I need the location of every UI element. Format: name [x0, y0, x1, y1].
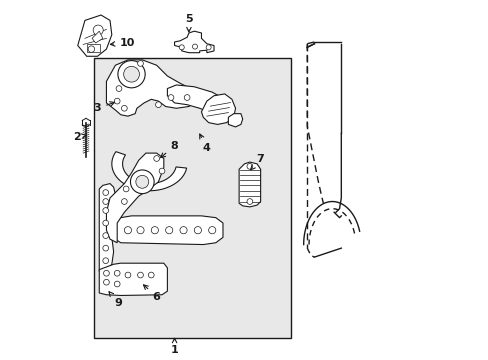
Text: 5: 5 [185, 14, 192, 32]
Polygon shape [228, 114, 242, 127]
Polygon shape [78, 15, 112, 56]
Polygon shape [112, 152, 186, 191]
Circle shape [153, 156, 159, 161]
Circle shape [114, 270, 120, 276]
Circle shape [116, 86, 122, 91]
Circle shape [102, 199, 108, 204]
Circle shape [179, 45, 184, 50]
Circle shape [114, 98, 120, 104]
Polygon shape [99, 263, 167, 296]
Circle shape [93, 25, 103, 35]
Polygon shape [174, 31, 214, 53]
Circle shape [118, 60, 145, 88]
Circle shape [102, 245, 108, 251]
Polygon shape [99, 184, 115, 271]
Circle shape [165, 226, 172, 234]
Circle shape [88, 46, 94, 52]
Circle shape [168, 95, 174, 100]
Bar [94, 58, 290, 338]
Circle shape [114, 281, 120, 287]
Circle shape [194, 226, 201, 234]
Text: 2: 2 [73, 132, 86, 142]
Circle shape [137, 60, 143, 66]
Polygon shape [201, 94, 235, 125]
Circle shape [159, 168, 164, 174]
Circle shape [148, 272, 154, 278]
Polygon shape [106, 153, 163, 243]
Circle shape [130, 170, 154, 194]
Text: 10: 10 [110, 38, 134, 48]
Polygon shape [106, 60, 196, 116]
Circle shape [121, 105, 127, 111]
Circle shape [136, 175, 148, 188]
Bar [86, 44, 100, 52]
Text: 1: 1 [170, 338, 178, 355]
Circle shape [125, 272, 131, 278]
Polygon shape [239, 162, 260, 207]
Circle shape [103, 279, 109, 285]
Circle shape [246, 163, 252, 169]
Circle shape [103, 270, 109, 276]
Circle shape [123, 186, 129, 192]
Circle shape [121, 199, 127, 204]
Circle shape [208, 226, 215, 234]
Text: 7: 7 [250, 154, 263, 170]
Circle shape [102, 190, 108, 195]
Circle shape [137, 226, 144, 234]
Text: 3: 3 [94, 102, 114, 113]
Circle shape [246, 199, 252, 204]
Circle shape [180, 226, 187, 234]
Text: 6: 6 [143, 285, 160, 302]
Circle shape [102, 208, 108, 213]
Circle shape [206, 45, 211, 50]
Circle shape [155, 102, 161, 108]
Circle shape [102, 233, 108, 238]
Text: 8: 8 [161, 140, 178, 158]
Circle shape [124, 226, 131, 234]
Circle shape [123, 66, 139, 82]
Circle shape [137, 272, 143, 278]
Polygon shape [113, 216, 223, 244]
Circle shape [151, 226, 158, 234]
Circle shape [192, 44, 197, 49]
Text: 4: 4 [199, 134, 210, 153]
Text: 9: 9 [109, 292, 122, 308]
Polygon shape [92, 31, 102, 43]
Circle shape [102, 220, 108, 226]
Polygon shape [167, 85, 230, 114]
Circle shape [102, 258, 108, 264]
Circle shape [184, 95, 190, 100]
